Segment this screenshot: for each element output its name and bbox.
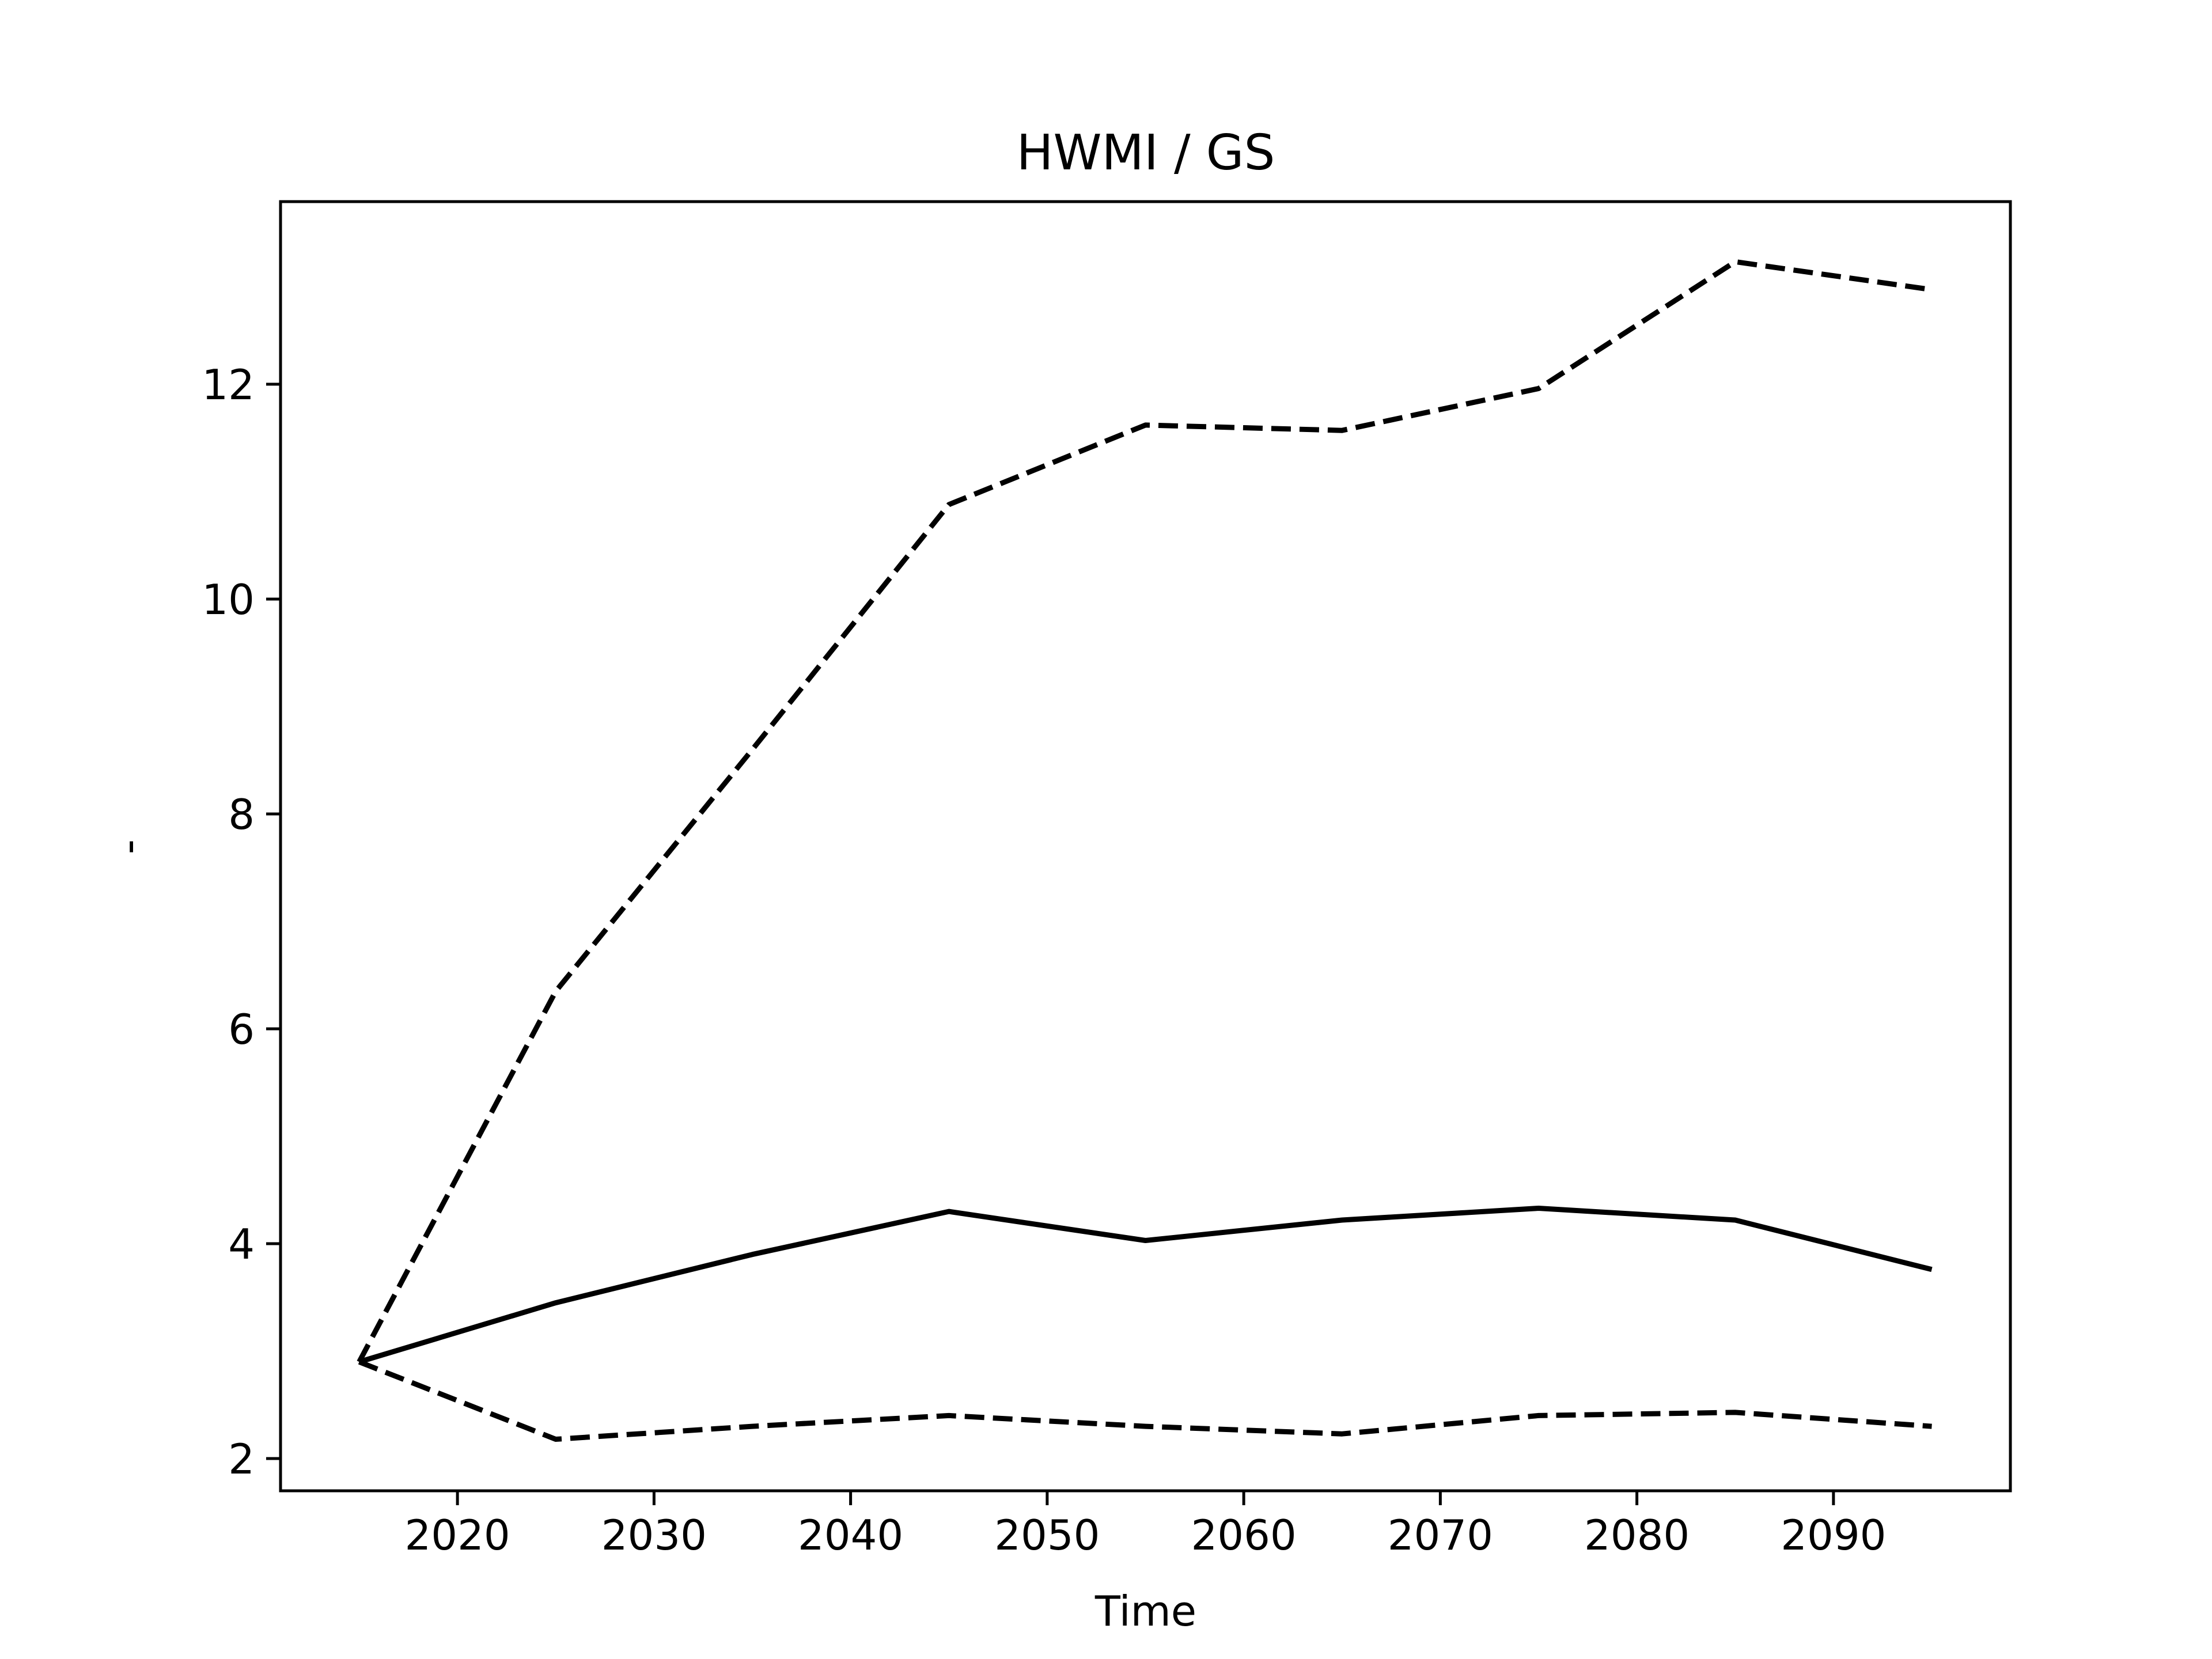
series-line-3-dashed — [358, 1359, 1932, 1442]
chart-title: HWMI / GS — [1017, 124, 1275, 181]
x-tick-label: 2060 — [1191, 1511, 1297, 1559]
axes-ticks: 2020 2030 2040 2050 2060 2070 2080 2090 2 4 6 8 10 12 — [202, 361, 1886, 1559]
series-line-1-solid — [358, 1206, 1933, 1365]
x-tick-label: 2080 — [1584, 1511, 1690, 1559]
x-tick-label: 2030 — [601, 1511, 707, 1559]
y-tick-label: 6 — [228, 1005, 255, 1054]
x-tick-label: 2020 — [405, 1511, 510, 1559]
y-axis-label: - — [104, 839, 153, 854]
plot-area — [357, 259, 1933, 1442]
y-tick-label: 8 — [228, 790, 255, 839]
y-tick-label: 4 — [228, 1220, 255, 1268]
axes-frame — [279, 200, 2012, 1493]
y-tick-label: 12 — [202, 361, 255, 409]
y-tick-label: 2 — [228, 1435, 255, 1483]
x-tick-label: 2050 — [994, 1511, 1100, 1559]
x-axis-label: Time — [1094, 1587, 1196, 1635]
x-tick-label: 2090 — [1781, 1511, 1886, 1559]
x-tick-label: 2040 — [798, 1511, 903, 1559]
series-line-2-dashed — [357, 259, 1933, 1363]
x-tick-label: 2070 — [1388, 1511, 1493, 1559]
y-tick-label: 10 — [202, 575, 255, 624]
